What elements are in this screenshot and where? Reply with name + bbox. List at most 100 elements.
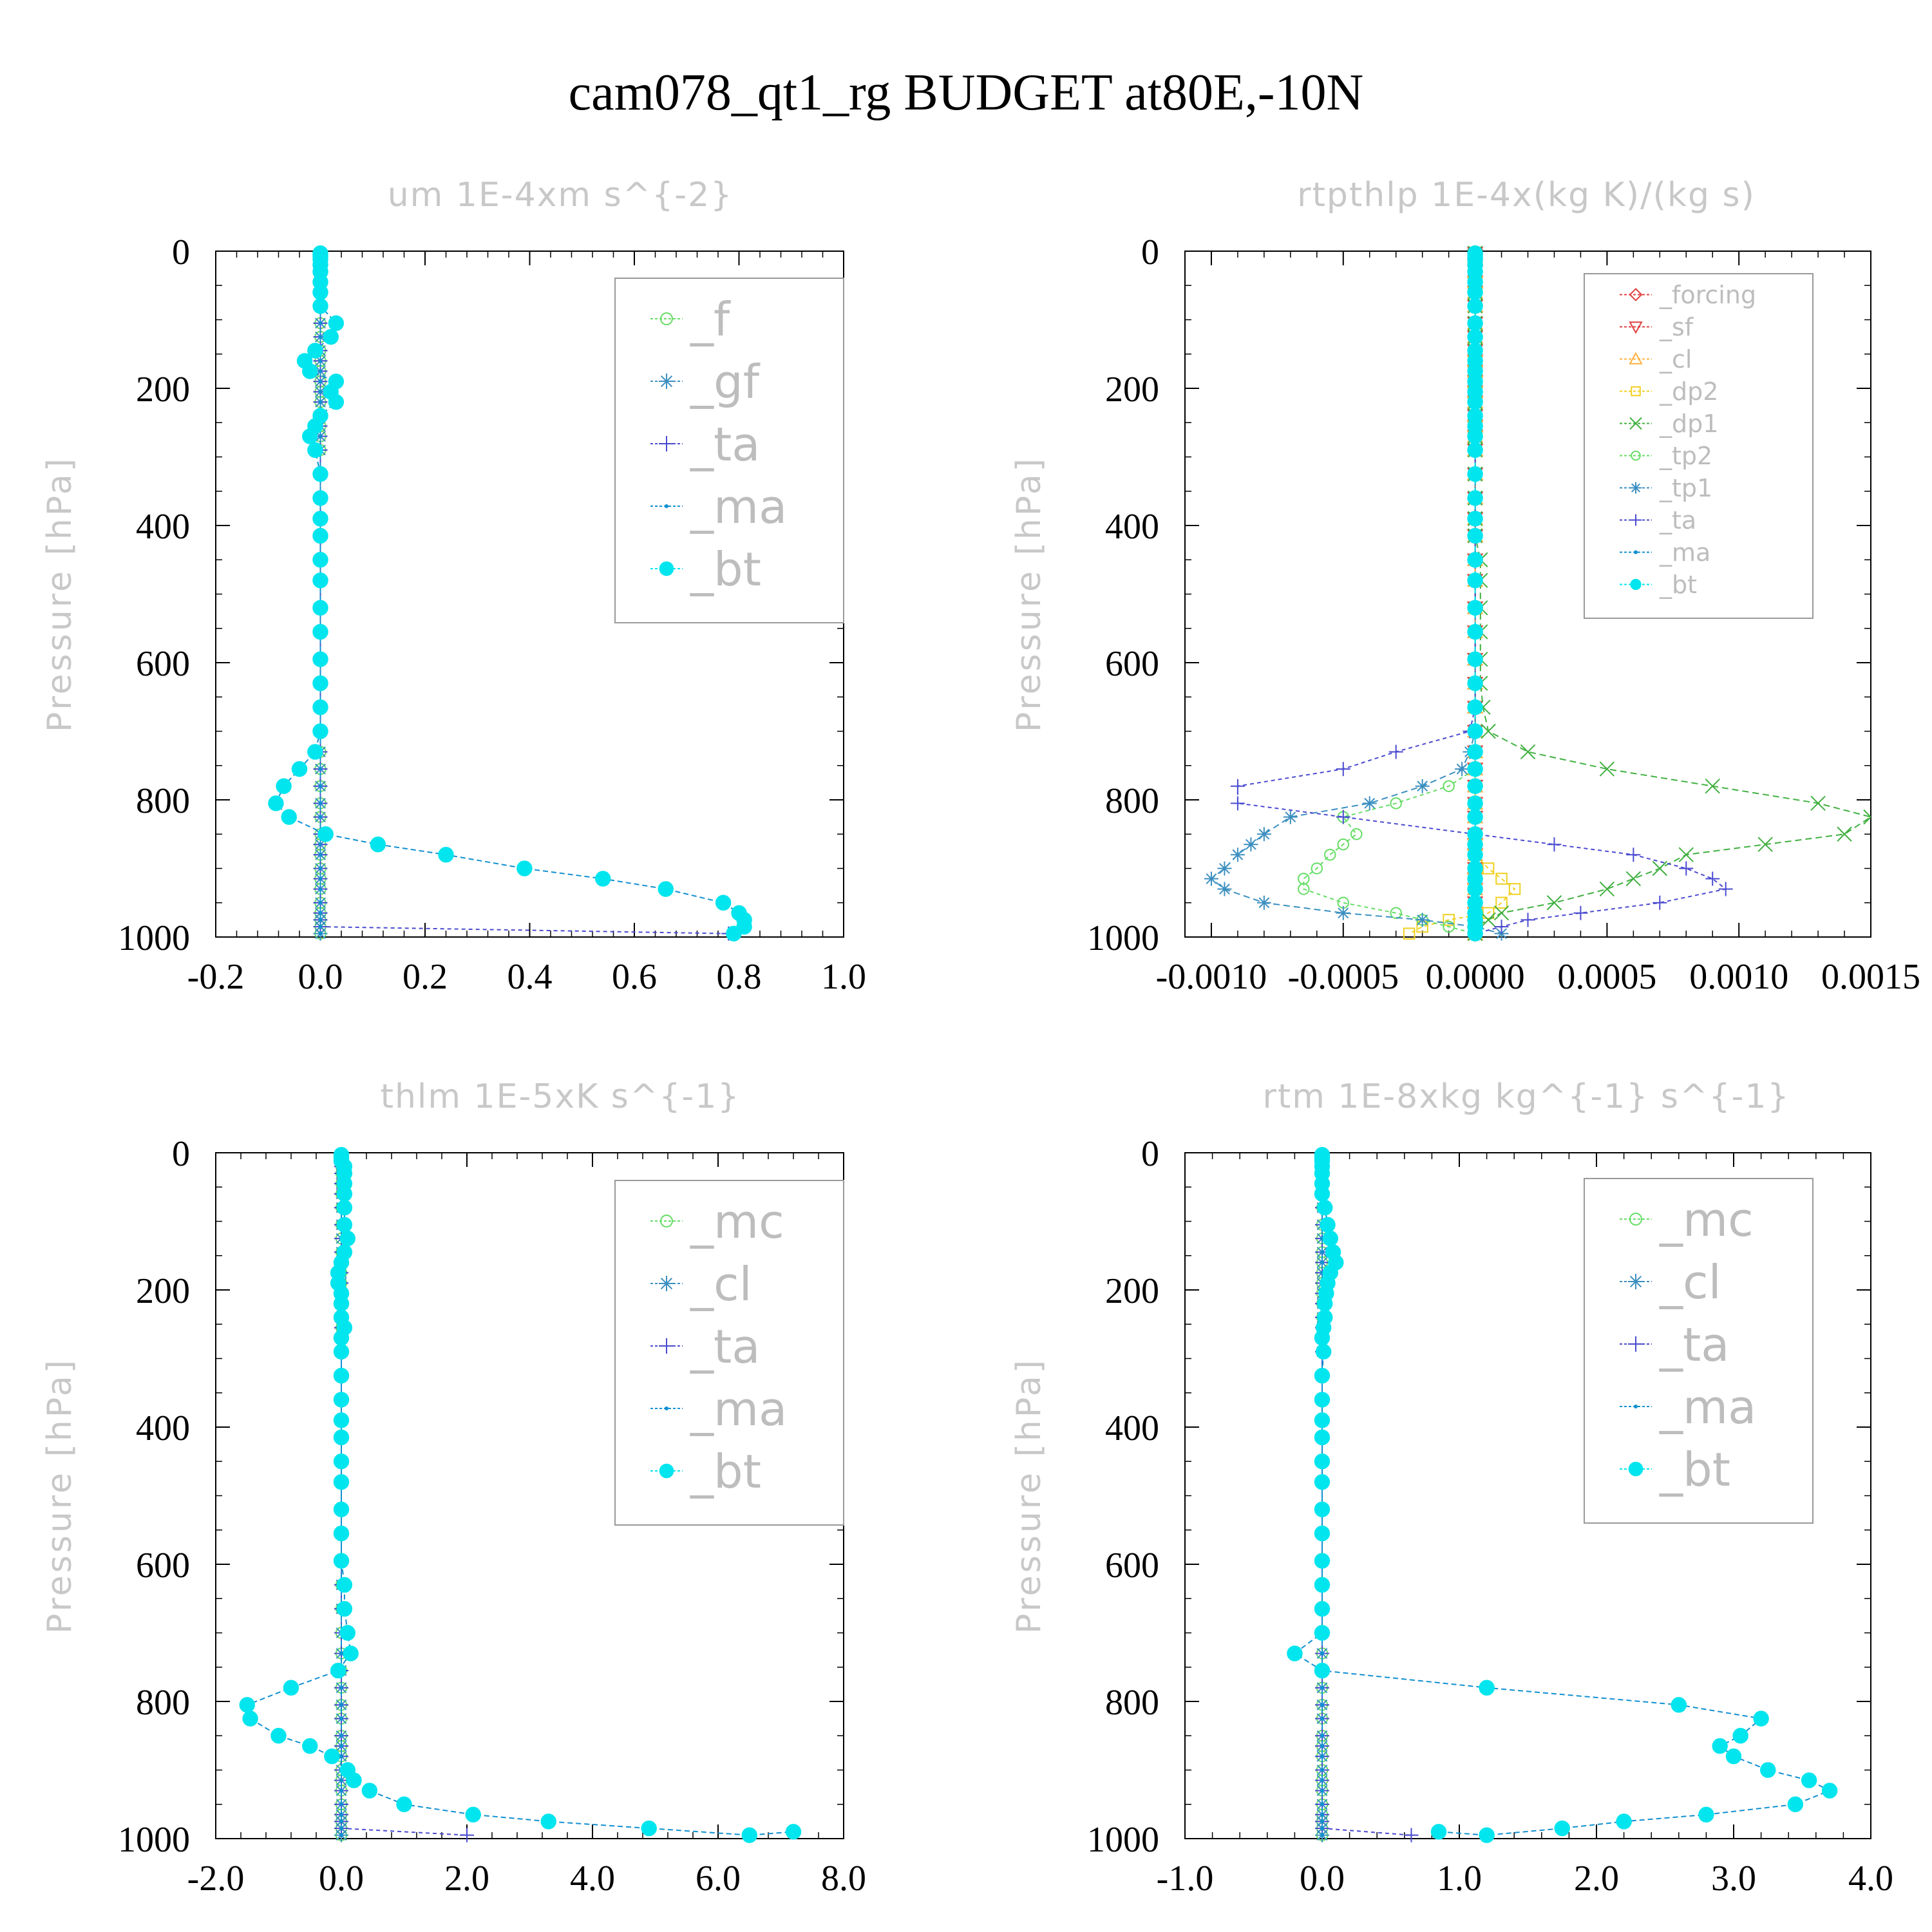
data-point [312, 490, 328, 506]
data-point [741, 1827, 757, 1843]
data-point [1204, 871, 1218, 886]
data-point [1320, 1734, 1324, 1738]
legend-label: _ta [1659, 1318, 1729, 1372]
data-point [1467, 552, 1483, 568]
data-point [333, 1296, 350, 1312]
y-tick-label: 1000 [1087, 1820, 1159, 1860]
legend-label: _ta [690, 417, 760, 471]
data-point [1320, 1716, 1324, 1721]
data-point [1467, 511, 1483, 527]
data-point [1467, 394, 1483, 410]
data-point [336, 1577, 353, 1593]
data-point [1467, 744, 1483, 760]
data-point [323, 328, 339, 345]
data-point [785, 1824, 802, 1840]
data-point [312, 699, 328, 715]
y-tick-label: 0 [1141, 232, 1159, 272]
data-point [1443, 914, 1455, 926]
legend-marker [1631, 450, 1641, 461]
data-point [1314, 1601, 1331, 1617]
data-point [312, 651, 328, 667]
data-point [1653, 895, 1667, 910]
data-point [1336, 762, 1350, 777]
data-point [339, 1819, 343, 1824]
data-point [1482, 907, 1495, 919]
y-tick-label: 0 [172, 1134, 190, 1174]
data-point [318, 900, 323, 905]
x-tick-label: 0.0005 [1557, 957, 1656, 997]
x-tick-label: -0.0005 [1287, 957, 1399, 997]
y-tick-label: 800 [1105, 781, 1159, 821]
data-point [1679, 861, 1694, 876]
y-tick-label: 400 [136, 1408, 190, 1448]
y-tick-label: 800 [1105, 1683, 1159, 1723]
data-point [302, 428, 318, 444]
data-point [595, 871, 611, 887]
data-point [318, 390, 323, 394]
y-tick-label: 200 [1105, 1271, 1159, 1311]
y-tick-label: 200 [1105, 370, 1159, 410]
data-point [333, 1525, 350, 1542]
x-tick-label: 0.4 [507, 957, 553, 997]
legend-marker [1634, 1405, 1638, 1409]
data-point [1230, 848, 1245, 862]
data-point [1547, 837, 1562, 852]
data-point [312, 623, 328, 640]
data-point [1467, 847, 1483, 863]
data-point [318, 815, 323, 819]
legend-marker [1628, 1336, 1643, 1352]
data-point [1314, 1392, 1331, 1408]
x-tick-label: 1.0 [821, 957, 866, 997]
data-point [339, 1744, 343, 1748]
data-point [318, 335, 323, 339]
data-point [318, 918, 323, 922]
legend-label: _tp2 [1659, 442, 1712, 470]
data-point [1443, 920, 1455, 933]
data-point [1320, 1802, 1324, 1806]
data-point [318, 321, 323, 325]
legend: _mc _cl _ta _ma _bt [614, 1180, 844, 1526]
y-tick-label: 400 [1105, 507, 1159, 547]
data-point [1467, 315, 1483, 332]
data-point [318, 379, 323, 384]
data-point [1320, 1685, 1324, 1690]
chart-panels: um 1E-4xm s^{-2} Pressure [hPa] -0.2 0.0 0.2… [41, 176, 1920, 1899]
legend-label: _sf [1659, 313, 1694, 341]
x-tick-label: 6.0 [696, 1859, 741, 1899]
data-point [339, 1754, 343, 1759]
legend-label: _cl [690, 1257, 752, 1311]
legend-label: _ma [690, 1382, 787, 1436]
x-tick-label: -0.2 [187, 957, 245, 997]
legend-marker [659, 1276, 674, 1292]
y-axis-label: Pressure [hPa] [1010, 1358, 1048, 1634]
data-point [1415, 913, 1430, 927]
x-tick-label: 4.0 [570, 1859, 615, 1899]
legend-label: _f [690, 292, 731, 346]
data-point [1467, 623, 1483, 640]
data-point [1753, 1710, 1769, 1727]
data-point [1493, 905, 1510, 921]
data-point [1256, 895, 1271, 910]
data-point [312, 527, 328, 544]
legend-label: _ma [690, 480, 787, 534]
y-tick-label: 600 [1105, 1546, 1159, 1586]
data-point [1479, 1827, 1495, 1843]
data-point [1467, 778, 1483, 794]
series-bt [239, 1146, 802, 1843]
series-ta [334, 1148, 474, 1842]
data-point [333, 1454, 350, 1470]
data-point [1317, 1200, 1333, 1216]
data-point [438, 847, 454, 863]
data-point [339, 1812, 343, 1817]
data-point [1320, 1812, 1324, 1817]
data-point [333, 1330, 350, 1346]
data-point [1314, 1454, 1331, 1470]
page-title: cam078_qt1_rg BUDGET at80E,-10N [569, 64, 1364, 121]
y-tick-label: 600 [136, 644, 190, 684]
data-point [307, 744, 323, 760]
data-point [270, 1728, 287, 1744]
data-point [336, 1217, 353, 1233]
series-tp1 [1204, 246, 1509, 941]
data-point [318, 801, 323, 806]
legend-box [614, 1180, 844, 1526]
